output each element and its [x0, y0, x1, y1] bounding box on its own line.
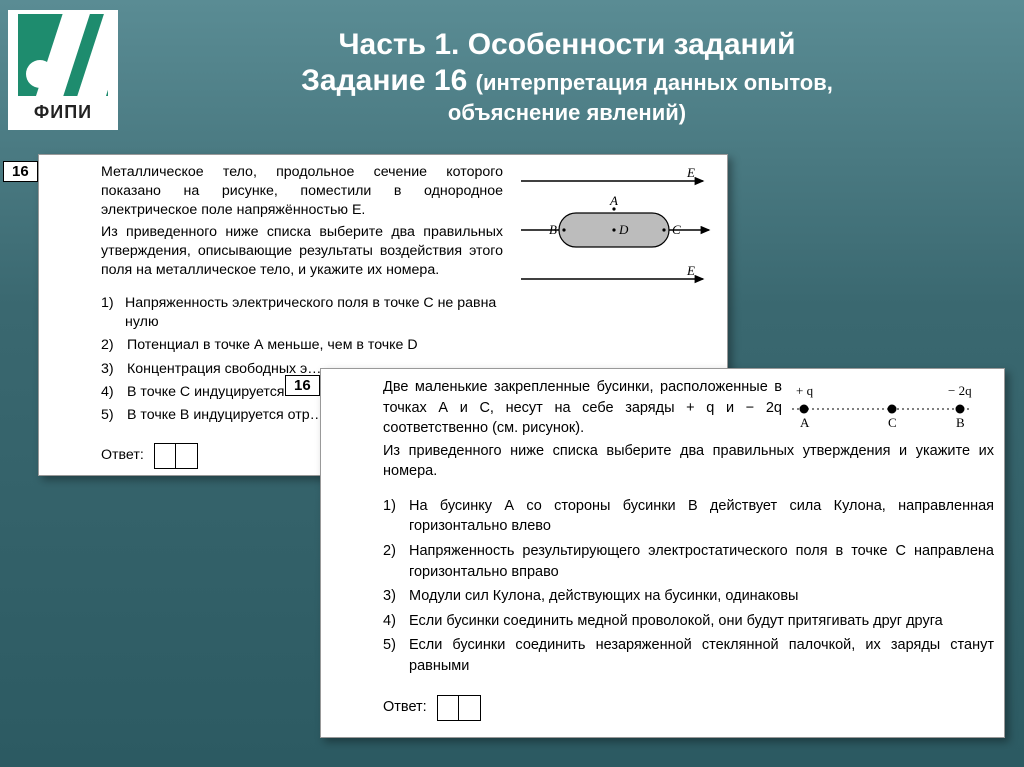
task-card-2: 16 Две маленькие закрепленные бусинки, р… — [320, 368, 1005, 738]
figure-1: E⃗ A B C D E⃗ — [515, 165, 715, 295]
title-line2b: (интерпретация данных опытов, — [476, 70, 833, 95]
title-line2a: Задание 16 — [301, 64, 467, 97]
task2-intro: Две маленькие закрепленные бусинки, расп… — [383, 377, 782, 439]
answer-label: Ответ: — [101, 446, 144, 465]
title-line1: Часть 1. Особенности заданий — [130, 28, 1004, 62]
list-item: 2)Напряженность результирующего электрос… — [383, 541, 994, 582]
svg-text:E⃗: E⃗ — [686, 263, 705, 278]
list-item: 1)На бусинку А со стороны бусинки В дейс… — [383, 496, 994, 537]
task2-options: 1)На бусинку А со стороны бусинки В дейс… — [383, 496, 994, 677]
answer-boxes[interactable] — [154, 443, 198, 469]
svg-text:B: B — [549, 222, 557, 237]
page-title: Часть 1. Особенности заданий Задание 16 … — [130, 28, 1004, 126]
logo-graphic — [18, 14, 108, 96]
figure-2: + q − 2q A C B — [780, 383, 980, 437]
task2-intro2: Из приведенного ниже списка выберите два… — [383, 441, 994, 482]
task-number-2: 16 — [285, 375, 320, 396]
list-item: 3)Модули сил Кулона, действующих на буси… — [383, 586, 994, 607]
answer-label: Ответ: — [383, 697, 427, 718]
task-number-1: 16 — [3, 161, 38, 182]
task1-intro: Металлическое тело, продольное сечение к… — [101, 163, 503, 221]
title-line3: объяснение явлений) — [130, 100, 1004, 126]
title-line2: Задание 16 (интерпретация данных опытов, — [130, 64, 1004, 98]
svg-text:A: A — [609, 193, 618, 208]
task1-intro2: Из приведенного ниже списка выберите два… — [101, 223, 503, 281]
svg-text:E⃗: E⃗ — [686, 165, 705, 180]
label-plusq: + q — [796, 383, 814, 398]
svg-text:D: D — [618, 222, 629, 237]
list-item: 5)Если бусинки соединить незаряженной ст… — [383, 635, 994, 676]
fipi-logo: ФИПИ — [8, 10, 118, 130]
list-item: 4)Если бусинки соединить медной проволок… — [383, 611, 994, 632]
svg-text:B: B — [956, 415, 965, 430]
svg-text:C: C — [888, 415, 897, 430]
label-minus2q: − 2q — [948, 383, 972, 398]
list-item: 1)Напряженность электрического поля в то… — [101, 294, 503, 332]
task2-answer: Ответ: — [383, 695, 994, 721]
svg-text:C: C — [672, 222, 681, 237]
list-item: 2)Потенциал в точке А меньше, чем в точк… — [101, 336, 503, 355]
svg-text:A: A — [800, 415, 810, 430]
answer-boxes[interactable] — [437, 695, 481, 721]
task2-body: Две маленькие закрепленные бусинки, расп… — [383, 377, 994, 721]
logo-label: ФИПИ — [8, 102, 118, 123]
